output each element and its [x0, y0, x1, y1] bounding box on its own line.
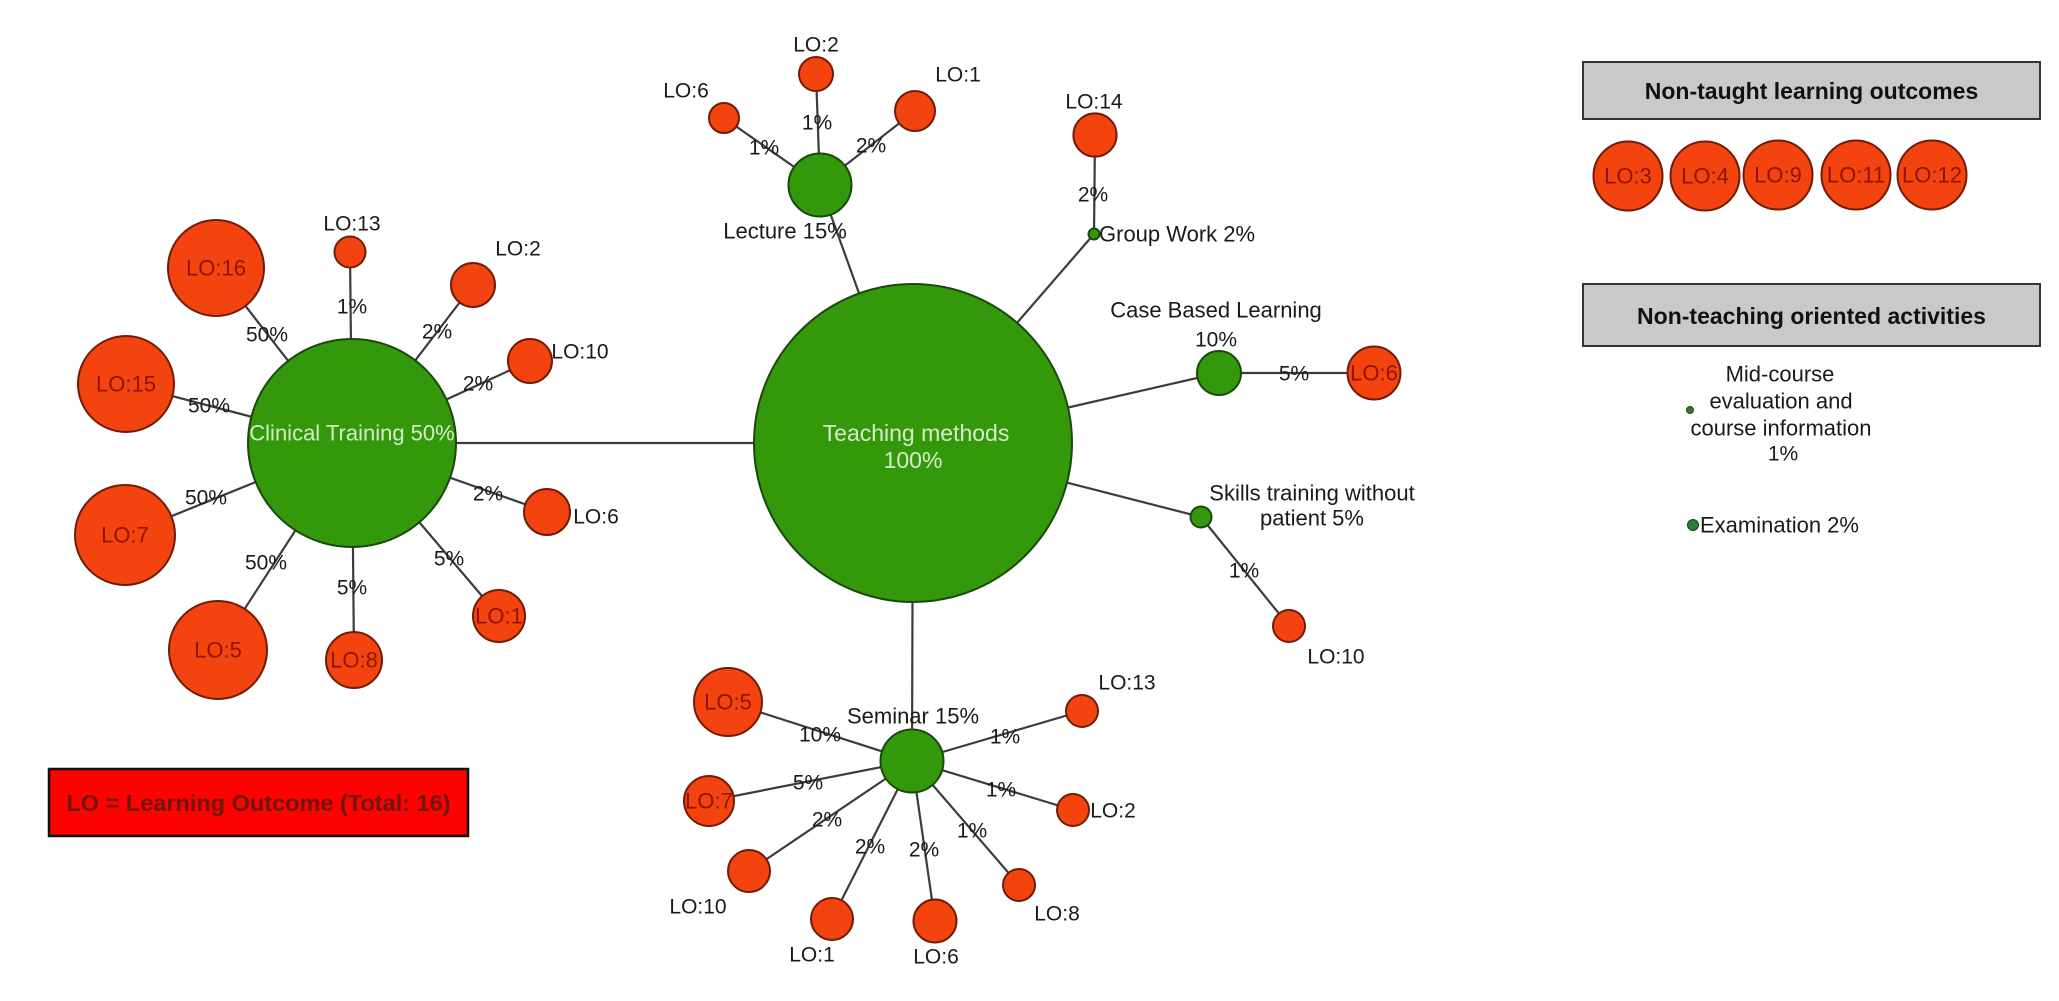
svg-text:Seminar 15%: Seminar 15%	[847, 704, 979, 729]
svg-text:Group Work 2%: Group Work 2%	[1099, 222, 1255, 247]
svg-text:Teaching methods: Teaching methods	[823, 420, 1010, 446]
svg-text:2%: 2%	[856, 134, 886, 157]
svg-text:LO:13: LO:13	[323, 212, 380, 235]
svg-text:Lecture 15%: Lecture 15%	[723, 219, 847, 244]
svg-text:evaluation and: evaluation and	[1709, 389, 1852, 414]
svg-text:LO:2: LO:2	[495, 237, 541, 260]
svg-text:LO:14: LO:14	[1065, 90, 1123, 113]
svg-text:LO:9: LO:9	[1754, 163, 1802, 188]
svg-text:1%: 1%	[957, 819, 987, 842]
svg-text:patient 5%: patient 5%	[1260, 506, 1364, 531]
svg-text:LO:8: LO:8	[1034, 902, 1080, 925]
svg-text:course information: course information	[1691, 416, 1872, 441]
svg-text:5%: 5%	[793, 771, 823, 794]
svg-text:LO:2: LO:2	[1090, 799, 1136, 822]
svg-text:2%: 2%	[463, 372, 493, 395]
svg-text:50%: 50%	[185, 486, 227, 509]
svg-text:10%: 10%	[1195, 328, 1237, 351]
svg-text:100%: 100%	[884, 447, 943, 473]
svg-text:LO:5: LO:5	[704, 690, 752, 715]
svg-text:LO:7: LO:7	[101, 523, 149, 548]
svg-text:Clinical Training 50%: Clinical Training 50%	[249, 421, 454, 446]
svg-text:2%: 2%	[812, 808, 842, 831]
svg-text:2%: 2%	[909, 838, 939, 861]
svg-text:LO:6: LO:6	[1350, 361, 1398, 386]
svg-text:50%: 50%	[246, 323, 288, 346]
svg-text:LO:2: LO:2	[793, 33, 839, 56]
svg-text:Non-taught learning outcomes: Non-taught learning outcomes	[1645, 78, 1979, 104]
svg-text:Examination 2%: Examination 2%	[1700, 513, 1859, 538]
svg-text:LO:8: LO:8	[330, 648, 378, 673]
svg-text:5%: 5%	[337, 576, 367, 599]
svg-text:LO:6: LO:6	[913, 945, 959, 968]
svg-text:LO:6: LO:6	[573, 505, 619, 528]
svg-text:LO:10: LO:10	[1307, 645, 1364, 668]
svg-text:1%: 1%	[802, 111, 832, 134]
svg-text:LO = Learning Outcome (Total:: LO = Learning Outcome (Total: 16)	[66, 790, 450, 816]
svg-text:LO:4: LO:4	[1681, 164, 1729, 189]
svg-text:LO:16: LO:16	[186, 256, 246, 281]
svg-text:LO:1: LO:1	[935, 63, 981, 86]
svg-text:LO:11: LO:11	[1827, 163, 1885, 188]
svg-text:10%: 10%	[799, 723, 841, 746]
svg-text:50%: 50%	[188, 394, 230, 417]
svg-text:LO:1: LO:1	[475, 604, 523, 629]
svg-text:LO:10: LO:10	[551, 340, 608, 363]
svg-text:2%: 2%	[473, 482, 503, 505]
svg-text:LO:3: LO:3	[1604, 164, 1652, 189]
svg-text:1%: 1%	[337, 295, 367, 318]
svg-text:2%: 2%	[422, 320, 452, 343]
svg-text:50%: 50%	[245, 551, 287, 574]
svg-text:Skills training without: Skills training without	[1209, 481, 1414, 506]
svg-text:LO:15: LO:15	[96, 372, 156, 397]
svg-text:LO:12: LO:12	[1902, 163, 1962, 188]
svg-text:1%: 1%	[990, 725, 1020, 748]
svg-text:5%: 5%	[1279, 362, 1309, 385]
svg-text:LO:5: LO:5	[194, 638, 242, 663]
svg-text:LO:6: LO:6	[663, 79, 709, 102]
svg-text:Mid-course: Mid-course	[1726, 362, 1835, 387]
svg-text:1%: 1%	[1229, 559, 1259, 582]
svg-text:2%: 2%	[1078, 183, 1108, 206]
svg-text:Case Based Learning: Case Based Learning	[1110, 298, 1322, 323]
svg-text:Non-teaching oriented activiti: Non-teaching oriented activities	[1637, 303, 1986, 329]
svg-text:LO:7: LO:7	[685, 789, 733, 814]
svg-text:1%: 1%	[1768, 442, 1798, 465]
svg-text:LO:10: LO:10	[669, 895, 726, 918]
svg-text:1%: 1%	[986, 778, 1016, 801]
svg-text:1%: 1%	[749, 136, 779, 159]
svg-text:LO:13: LO:13	[1098, 671, 1155, 694]
svg-text:5%: 5%	[434, 547, 464, 570]
svg-text:LO:1: LO:1	[789, 943, 835, 966]
svg-text:2%: 2%	[855, 835, 885, 858]
